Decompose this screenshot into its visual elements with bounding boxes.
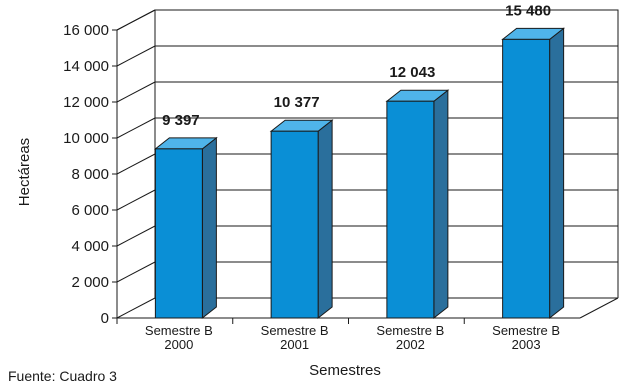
x-tick-label: 2003 <box>512 337 541 352</box>
x-tick-label: Semestre B <box>492 323 560 338</box>
y-tick-label: 4 000 <box>71 238 109 255</box>
source-note: Fuente: Cuadro 3 <box>8 368 117 383</box>
gridline-left-wall <box>116 45 156 67</box>
x-tick-label: Semestre B <box>145 323 213 338</box>
x-tick-label: 2000 <box>164 337 193 352</box>
data-label: 12 043 <box>389 64 435 81</box>
data-label: 9 397 <box>162 112 200 129</box>
floor-right-edge <box>579 297 619 319</box>
gridline-left-wall <box>116 9 156 31</box>
y-tick-label: 6 000 <box>71 202 109 219</box>
y-tick-label: 12 000 <box>63 94 109 111</box>
gridline-left-wall <box>116 189 156 211</box>
y-tick-label: 10 000 <box>63 130 109 147</box>
y-axis-ticks: 0 2 000 4 000 6 000 8 000 10 000 12 000 14 000 1… <box>63 22 117 327</box>
x-axis-title: Semestres <box>309 362 381 379</box>
data-label: 15 480 <box>505 2 551 19</box>
bar-side <box>201 136 217 320</box>
data-label: 10 377 <box>274 94 320 111</box>
x-tick-label: Semestre B <box>376 323 444 338</box>
y-tick-label: 2 000 <box>71 274 109 291</box>
gridline-left-wall <box>116 81 156 103</box>
bar <box>270 130 319 319</box>
gridline-left-wall <box>116 153 156 175</box>
gridline-left-wall <box>116 225 156 247</box>
x-tick-label: 2002 <box>396 337 425 352</box>
floor-left-edge <box>116 297 156 319</box>
data-labels: 9 397 10 377 12 043 15 480 <box>162 2 551 128</box>
gridline-left-wall <box>116 117 156 139</box>
bar <box>386 100 435 319</box>
bar-side <box>317 119 333 320</box>
y-tick-label: 0 <box>101 310 109 327</box>
y-tick-label: 14 000 <box>63 58 109 75</box>
bars <box>153 27 566 320</box>
gridline-left-wall <box>116 261 156 283</box>
bar-side <box>549 27 565 320</box>
bar <box>154 148 203 319</box>
x-tick-label: 2001 <box>280 337 309 352</box>
x-tick-label: Semestre B <box>261 323 329 338</box>
y-tick-label: 8 000 <box>71 166 109 183</box>
bar <box>502 38 551 319</box>
bar-side <box>433 89 449 320</box>
y-axis-title: Hectáreas <box>16 138 33 206</box>
y-tick-label: 16 000 <box>63 22 109 39</box>
